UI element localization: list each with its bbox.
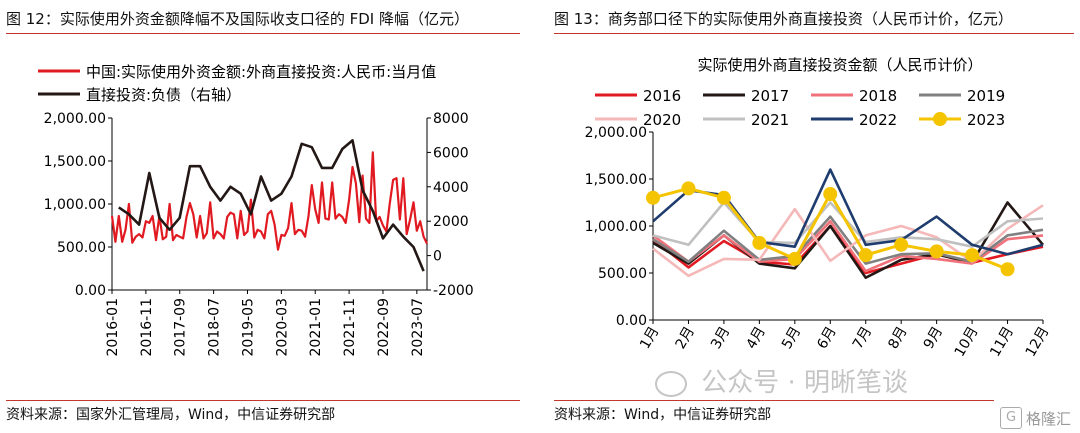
legend-item-2018: 2018	[811, 87, 897, 105]
right-y-tick-label: 0	[433, 249, 442, 265]
right-y-tick-label: -2000	[433, 283, 474, 299]
legend-label-2019: 2019	[967, 87, 1005, 105]
point-2023	[894, 237, 909, 252]
legend-label-2023: 2023	[967, 111, 1005, 129]
legend-item-2022: 2022	[811, 111, 897, 129]
watermark-text: 公众号 · 明晰笔谈	[701, 368, 909, 398]
x-tick-label: 8月	[885, 324, 910, 352]
x-tick-label: 2月	[673, 324, 698, 352]
left-y-tick-label: 1,000.00	[44, 197, 106, 213]
x-tick-label: 3月	[708, 324, 733, 352]
point-2023	[752, 235, 767, 250]
legend-label-2017: 2017	[751, 87, 789, 105]
point-2023	[823, 187, 838, 202]
corner-logo-badge: G	[1000, 407, 1022, 429]
left-y-tick-label: 500.00	[57, 240, 106, 256]
x-tick-label: 2017-09	[173, 298, 189, 357]
legend-label-2016: 2016	[643, 87, 681, 105]
x-tick-label: 2016-01	[105, 298, 121, 357]
left-legend: 中国:实际使用外资金额:外商直接投资:人民币:当月值 直接投资:负债（右轴）	[38, 63, 436, 104]
right-panel-title: 图 13：商务部口径下的实际使用外商直接投资（人民币计价，亿元）	[554, 10, 1013, 28]
right-series-lines	[646, 168, 1044, 279]
point-2023	[646, 190, 660, 205]
right-legend: 2016 2017 2018 2019 2020 2021 2022 2023	[595, 87, 1005, 129]
x-tick-label: 10月	[952, 324, 982, 360]
x-tick-label: 4月	[744, 324, 769, 352]
x-tick-label: 9月	[921, 324, 946, 352]
x-tick-label: 2021-01	[308, 298, 324, 357]
x-tick-label: 5月	[779, 324, 804, 352]
y-tick-label: 2,000.00	[585, 125, 647, 141]
series-line-di-liab	[118, 139, 425, 272]
left-title-rule	[6, 33, 520, 34]
left-chart: 中国:实际使用外资金额:外商直接投资:人民币:当月值 直接投资:负债（右轴） 2…	[38, 63, 474, 357]
point-2023	[965, 248, 980, 263]
right-y-tick-label: 6000	[433, 145, 469, 161]
wechat-icon	[655, 370, 687, 397]
legend-item-2021: 2021	[703, 111, 789, 129]
point-2023	[1000, 262, 1015, 277]
y-tick-label: 0.00	[616, 313, 647, 329]
x-tick-label: 2022-09	[376, 298, 392, 357]
corner-logo-text: 格隆汇	[1026, 410, 1072, 428]
x-tick-label: 2019-05	[240, 298, 256, 357]
legend-item-2016: 2016	[595, 87, 681, 105]
legend-label-2020: 2020	[643, 111, 681, 129]
legend-item-2023: 2023	[919, 111, 1005, 129]
y-tick-label: 1,500.00	[585, 172, 647, 188]
series-line-2018	[652, 220, 1044, 273]
left-y-tick-label: 0.00	[75, 283, 106, 299]
series-line-cn-fdi	[110, 151, 428, 251]
x-tick-label: 7月	[850, 324, 875, 352]
right-chart-title: 实际使用外商直接投资金额（人民币计价）	[697, 56, 982, 74]
right-chart: 实际使用外商直接投资金额（人民币计价） 2016 2017 2018 2019 2020…	[585, 56, 1053, 360]
legend-marker-2023	[933, 112, 947, 126]
x-tick-label: 12月	[1023, 324, 1053, 360]
legend-label-2022: 2022	[859, 111, 897, 129]
legend-item-2017: 2017	[703, 87, 789, 105]
left-source-note: 资料来源：国家外汇管理局，Wind，中信证券研究部	[6, 407, 336, 423]
legend-label-2021: 2021	[751, 111, 789, 129]
point-2023	[681, 181, 696, 196]
y-tick-label: 1,000.00	[585, 219, 647, 235]
right-title-rule	[554, 33, 1074, 34]
x-tick-label: 6月	[814, 324, 839, 352]
point-2023	[929, 244, 944, 259]
x-tick-label: 2023-07	[410, 298, 426, 357]
left-panel-title: 图 12：实际使用外资金额降幅不及国际收支口径的 FDI 降幅（亿元）	[6, 10, 469, 28]
legend-item-2019: 2019	[919, 87, 1005, 105]
x-tick-label: 2021-11	[342, 298, 358, 357]
point-2023	[858, 248, 873, 263]
left-footer-rule	[6, 400, 520, 401]
watermark: 公众号 · 明晰笔谈	[655, 362, 908, 399]
x-tick-label: 11月	[987, 324, 1017, 360]
right-y-tick-label: 8000	[433, 111, 469, 127]
legend-label-cn-fdi: 中国:实际使用外资金额:外商直接投资:人民币:当月值	[86, 63, 436, 81]
right-source-note: 资料来源：Wind，中信证券研究部	[554, 407, 772, 423]
point-2023	[716, 190, 731, 205]
legend-label-2018: 2018	[859, 87, 897, 105]
point-2023	[787, 251, 802, 266]
legend-label-di-liab: 直接投资:负债（右轴）	[86, 86, 241, 104]
x-tick-label: 2020-03	[274, 298, 290, 357]
right-y-tick-label: 2000	[433, 214, 469, 230]
left-series-lines	[110, 139, 428, 272]
left-y-tick-label: 1,500.00	[44, 154, 106, 170]
x-tick-label: 2016-11	[139, 298, 155, 357]
left-axes: 2,000.00 1,500.00 1,000.00 500.00 0.00 8000 60…	[44, 111, 474, 357]
y-tick-label: 500.00	[598, 266, 647, 282]
left-y-tick-label: 2,000.00	[44, 111, 106, 127]
right-y-tick-label: 4000	[433, 180, 469, 196]
corner-logo: G 格隆汇	[1000, 404, 1078, 430]
x-tick-label: 2018-07	[207, 298, 223, 357]
right-footer-rule	[554, 400, 994, 401]
legend-item-2020: 2020	[595, 111, 681, 129]
